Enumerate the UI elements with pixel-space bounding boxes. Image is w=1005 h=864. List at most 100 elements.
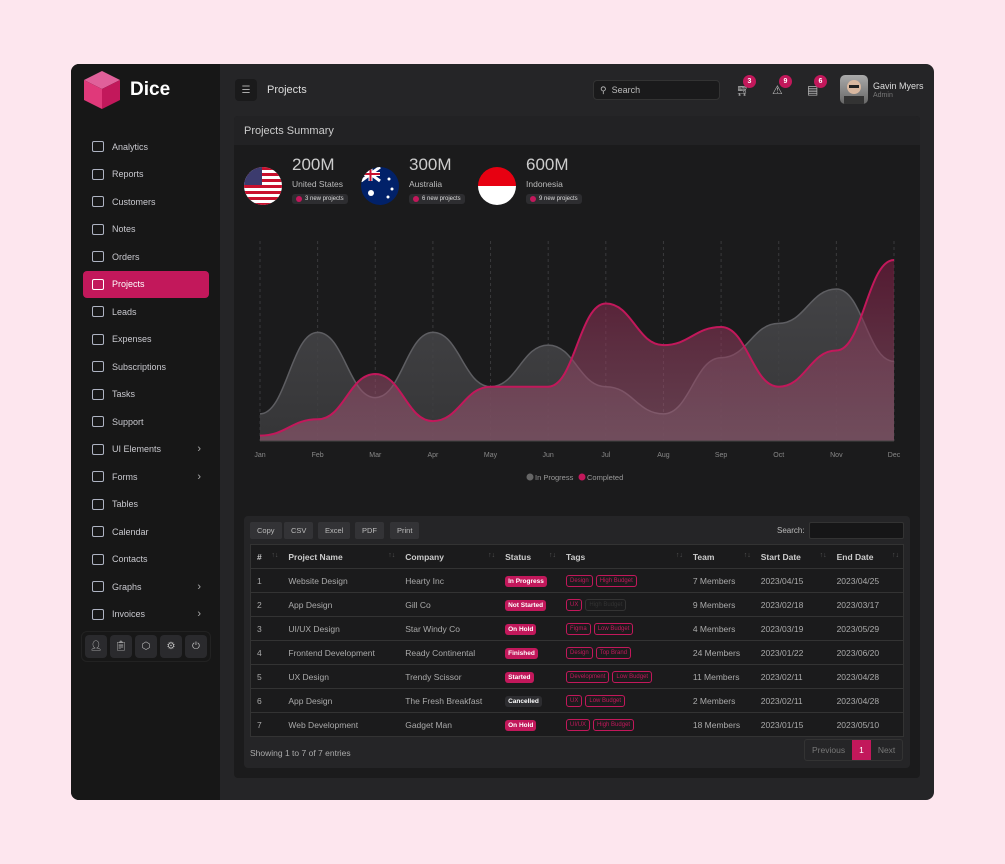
sidebar-item-forms[interactable]: Forms › xyxy=(83,463,209,491)
alerts-button[interactable]: ⚠︎ 9 xyxy=(772,75,792,97)
menu-toggle-button[interactable]: ☰ xyxy=(235,79,257,101)
table-row[interactable]: 5 UX Design Trendy Scissor Started Developme… xyxy=(250,664,904,689)
sidebar-item-calendar[interactable]: Calendar xyxy=(83,518,209,546)
export-csv-button[interactable]: CSV xyxy=(284,522,314,539)
dot-icon xyxy=(296,196,302,202)
table-row[interactable]: 1 Website Design Hearty Inc In Progress Desi… xyxy=(250,568,904,593)
column-header[interactable]: Company ↑↓ xyxy=(399,544,500,569)
cell: On Hold xyxy=(499,616,561,641)
avatar[interactable] xyxy=(840,75,868,104)
sidebar-item-projects[interactable]: Projects xyxy=(83,270,209,298)
cell: Development Low Budget xyxy=(560,664,687,689)
ui-icon xyxy=(92,443,104,455)
sidebar-item-analytics[interactable]: Analytics xyxy=(83,133,209,161)
table-row[interactable]: 2 App Design Gill Co Not Started UX High Budg… xyxy=(250,592,904,617)
tag-badge: Low Budget xyxy=(612,671,653,683)
clipboard-icon: 📋︎ xyxy=(114,641,128,652)
folder-icon xyxy=(92,553,104,565)
cell: Design High Budget xyxy=(560,568,687,593)
column-header[interactable]: End Date ↑↓ xyxy=(830,544,904,569)
column-header[interactable]: Tags ↑↓ xyxy=(560,544,687,569)
cell: Frontend Development xyxy=(282,640,400,665)
next-button[interactable]: Next xyxy=(877,745,896,755)
sidebar-item-notes[interactable]: Notes xyxy=(83,216,209,244)
column-label: End Date xyxy=(836,551,874,562)
sidebar-item-support[interactable]: Support xyxy=(83,408,209,436)
forms-icon xyxy=(92,471,104,483)
status-badge: Cancelled xyxy=(505,695,542,707)
sort-icon: ↑↓ xyxy=(271,551,279,559)
chevron-right-icon: › xyxy=(197,470,201,483)
documents-button[interactable]: ▤ 6 xyxy=(807,75,827,97)
sidebar-item-label: Orders xyxy=(112,251,140,262)
table-row[interactable]: 6 App Design The Fresh Breakfast Cancelled U… xyxy=(250,688,904,713)
quick-actions: 👤︎ 📋︎ ⬡ ⚙︎ ⏻ xyxy=(81,631,211,662)
column-label: Tags xyxy=(566,551,586,562)
bar-chart-icon xyxy=(92,168,104,180)
stat-value: 300M xyxy=(409,155,452,174)
sidebar-item-tables[interactable]: Tables xyxy=(83,491,209,519)
sidebar-item-label: Reports xyxy=(112,169,144,180)
search-input[interactable]: ⚲ Search xyxy=(593,80,720,100)
cell: App Design xyxy=(282,592,400,617)
sidebar-item-subscriptions[interactable]: Subscriptions xyxy=(83,353,209,381)
cell: Gill Co xyxy=(399,592,500,617)
clipboard-button[interactable]: 📋︎ xyxy=(110,635,132,658)
calendar-icon xyxy=(92,526,104,538)
gear-button[interactable]: ⚙︎ xyxy=(160,635,182,658)
column-header[interactable]: Project Name ↑↓ xyxy=(282,544,400,569)
sidebar-item-leads[interactable]: Leads xyxy=(83,298,209,326)
sidebar-item-label: Leads xyxy=(112,306,137,317)
card-title: Projects Summary xyxy=(234,116,920,145)
sidebar-item-label: Customers xyxy=(112,196,156,207)
tag-badge: Design xyxy=(566,575,593,587)
australia-flag-icon xyxy=(361,167,399,205)
sidebar-item-orders[interactable]: Orders xyxy=(83,243,209,271)
export-print-button[interactable]: Print xyxy=(390,522,420,539)
tag-badge: Low Budget xyxy=(585,695,626,707)
export-pdf-button[interactable]: PDF xyxy=(355,522,384,539)
cell: Hearty Inc xyxy=(399,568,500,593)
column-header[interactable]: # ↑↓ xyxy=(250,544,283,569)
sidebar-item-customers[interactable]: Customers xyxy=(83,188,209,216)
line-completed xyxy=(259,259,895,437)
cart-button[interactable]: 🛒︎ 3 xyxy=(736,75,756,97)
dot-icon xyxy=(530,196,536,202)
box-button[interactable]: ⬡ xyxy=(135,635,157,658)
sidebar-item-expenses[interactable]: Expenses xyxy=(83,326,209,354)
sidebar-item-reports[interactable]: Reports xyxy=(83,161,209,189)
column-header[interactable]: Team ↑↓ xyxy=(686,544,755,569)
dice-logo-icon xyxy=(84,71,120,109)
sidebar-item-invoices[interactable]: Invoices › xyxy=(83,601,209,629)
previous-button[interactable]: Previous xyxy=(812,745,846,755)
cell: UX High Budget xyxy=(560,592,687,617)
sidebar-nav: Analytics Reports Customers Notes Orders Proj… xyxy=(83,133,209,628)
stat-text: 200M United States 3 new projects xyxy=(292,155,348,207)
export-copy-button[interactable]: Copy xyxy=(250,522,282,539)
column-header[interactable]: Status ↑↓ xyxy=(499,544,561,569)
status-badge: Not Started xyxy=(505,599,547,611)
table-row[interactable]: 3 UI/UX Design Star Windy Co On Hold Figma Lo… xyxy=(250,616,904,641)
x-tick-label: Jul xyxy=(601,452,610,459)
sidebar-item-graphs[interactable]: Graphs › xyxy=(83,573,209,601)
table-row[interactable]: 4 Frontend Development Ready Continental Fi… xyxy=(250,640,904,665)
page-1-button[interactable]: 1 xyxy=(852,740,871,760)
table-row[interactable]: 7 Web Development Gadget Man On Hold UI/UX Hi… xyxy=(250,712,904,737)
status-badge: Started xyxy=(505,671,534,683)
cell: Website Design xyxy=(282,568,400,593)
sidebar-item-tasks[interactable]: Tasks xyxy=(83,381,209,409)
export-excel-button[interactable]: Excel xyxy=(318,522,351,539)
sidebar-item-ui-elements[interactable]: UI Elements › xyxy=(83,436,209,464)
column-header[interactable]: Start Date ↑↓ xyxy=(754,544,831,569)
x-tick-label: Sep xyxy=(715,452,728,459)
headset-icon xyxy=(92,416,104,428)
logo[interactable]: Dice xyxy=(83,70,170,110)
sidebar-item-label: Invoices xyxy=(112,609,146,620)
user-button[interactable]: 👤︎ xyxy=(85,635,107,658)
tag-badge: High Budget xyxy=(585,599,627,611)
sidebar-item-contacts[interactable]: Contacts xyxy=(83,546,209,574)
power-button[interactable]: ⏻ xyxy=(185,635,207,658)
clipboard-icon xyxy=(92,388,104,400)
cell: UX Design xyxy=(282,664,400,689)
table-search-input[interactable] xyxy=(809,522,904,539)
